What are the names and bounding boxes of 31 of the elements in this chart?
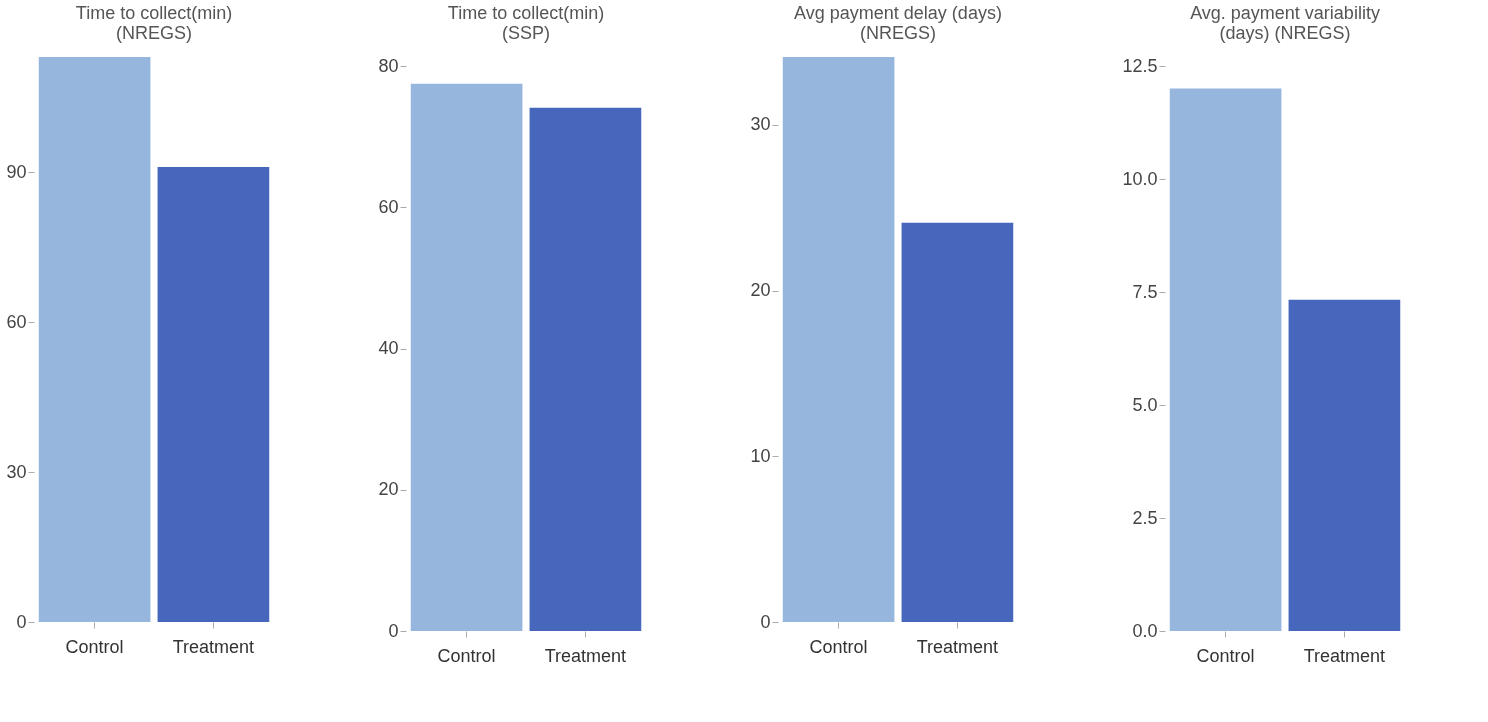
y-tick-label: 60 [378,196,399,217]
y-tick-label: 20 [750,280,771,301]
y-tick-label: 5.0 [1132,394,1158,415]
y-tick-label: 0 [760,611,771,632]
y-tick-label: 12.5 [1122,55,1158,76]
y-tick-label: 2.5 [1132,507,1158,528]
y-tick-label: 60 [6,311,27,332]
y-tick-label: 90 [6,161,27,182]
y-tick-label: 10 [750,445,771,466]
x-tick-label: Control [437,645,496,666]
y-tick-label: 7.5 [1132,281,1158,302]
y-tick-label: 40 [378,338,399,358]
y-tick-label: 0 [388,620,399,641]
y-tick-label: 0 [16,611,27,632]
x-tick-label: Treatment [172,636,255,657]
y-tick-label: 0.0 [1132,620,1158,641]
chart-title: Avg. payment variability (days) (NREGS) [1190,3,1380,43]
y-tick-label: 30 [6,461,27,482]
chart-title: Time to collect(min) (NREGS) [75,3,233,43]
x-tick-label: Treatment [916,636,999,657]
x-tick-label: Control [1196,645,1255,666]
x-tick-label: Control [809,636,868,657]
chart-title: Time to collect(min) (SSP) [447,3,605,43]
y-tick-label: 10.0 [1122,168,1158,189]
y-tick-label: 20 [378,479,399,500]
x-tick-label: Treatment [1303,645,1386,666]
y-tick-label: 30 [750,114,771,135]
x-tick-label: Control [65,636,124,657]
y-tick-label: 80 [378,55,399,76]
x-tick-label: Treatment [544,645,627,666]
chart-title: Avg payment delay (days) (NREGS) [794,3,1002,43]
